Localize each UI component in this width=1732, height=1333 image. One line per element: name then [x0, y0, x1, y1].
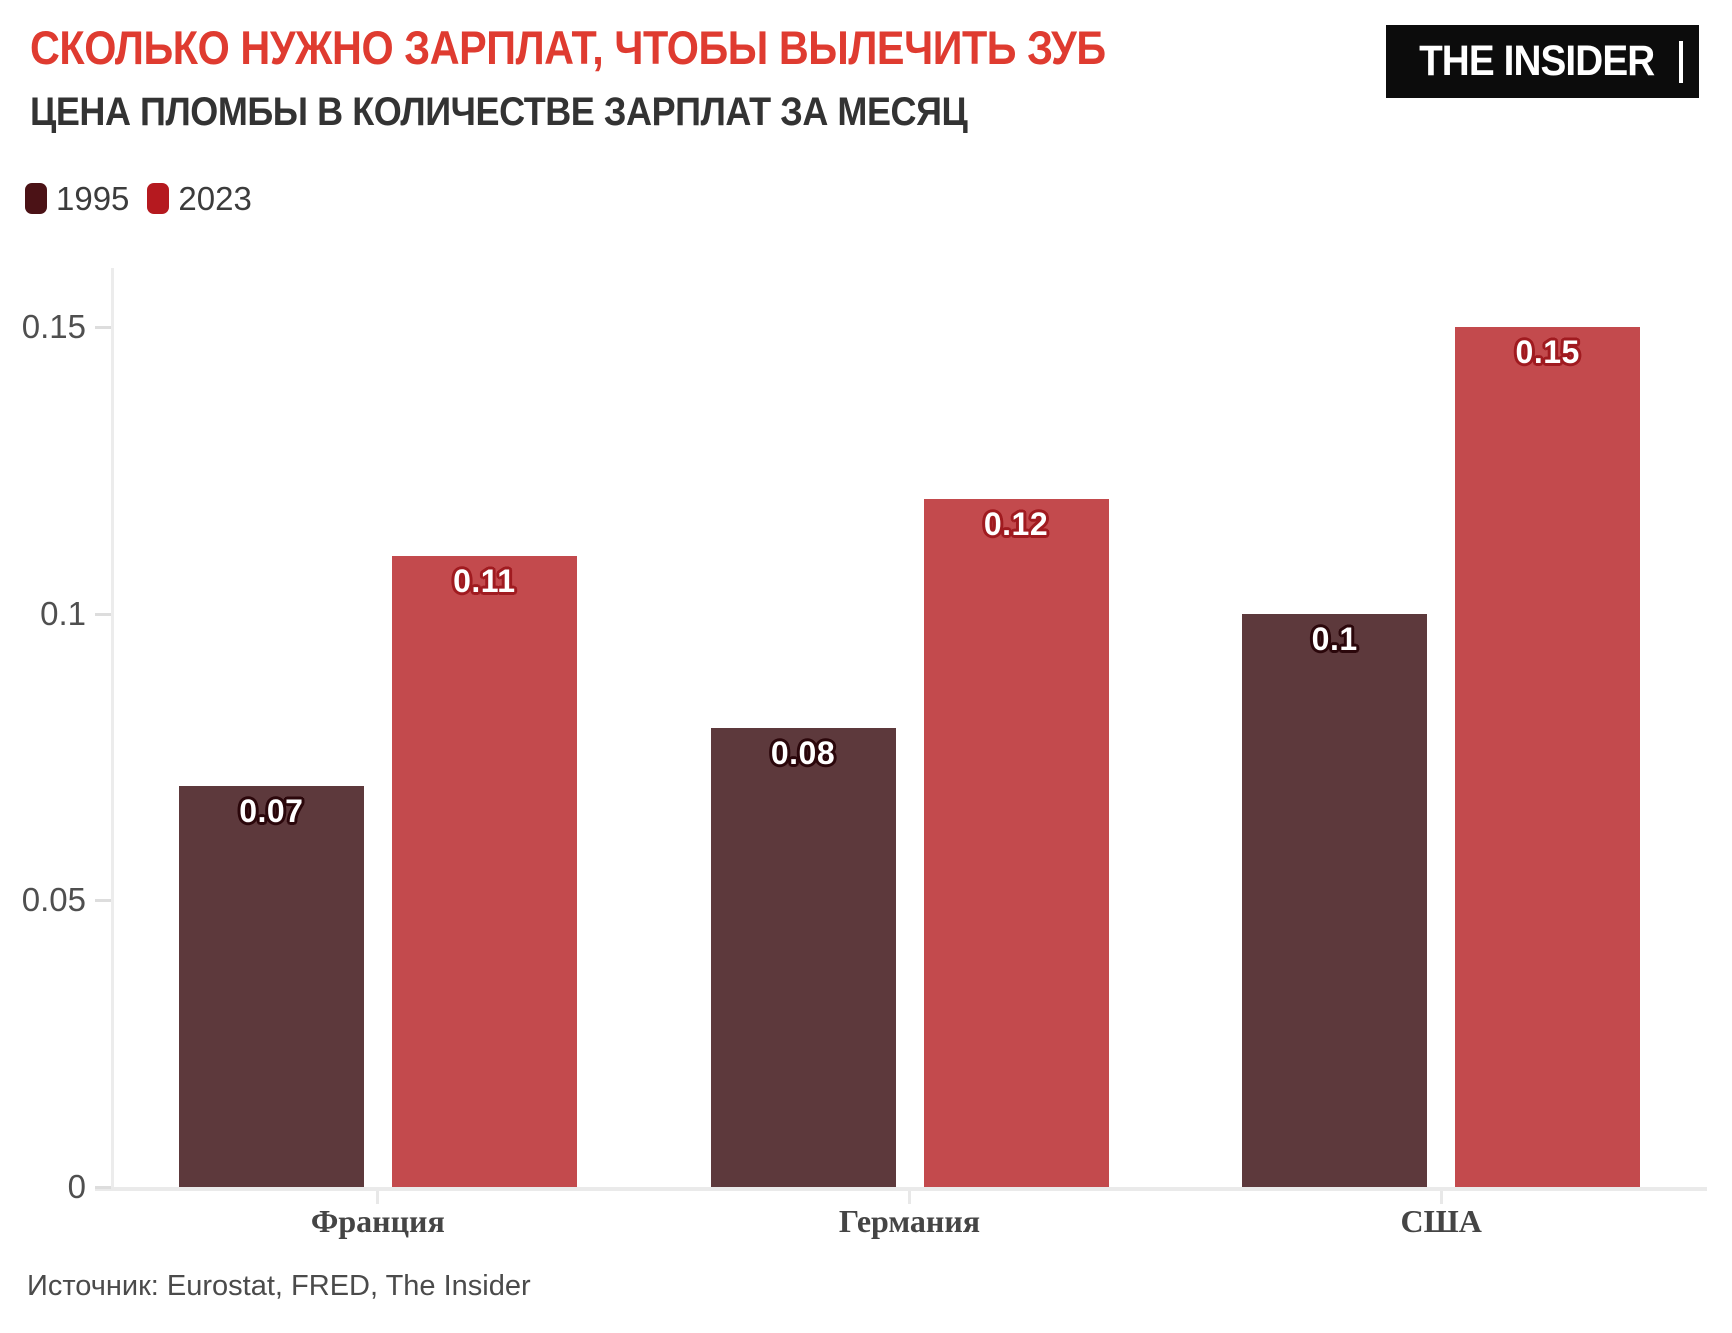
bar-Германия-1995 — [710, 728, 896, 1187]
legend: 1995 2023 — [25, 182, 252, 215]
x-axis-tick — [376, 1191, 380, 1204]
bar-value-label: 0.08 — [770, 735, 836, 772]
bar-США-1995 — [1242, 613, 1428, 1187]
y-axis-tick-label: 0 — [67, 1168, 86, 1205]
the-insider-logo: THE INSIDER — [1385, 25, 1699, 98]
source-note: Источник: Eurostat, FRED, The Insider — [27, 1270, 531, 1302]
y-axis-tick — [95, 1186, 111, 1189]
logo-text: THE INSIDER — [1418, 37, 1655, 85]
bar-Франция-1995 — [178, 785, 364, 1187]
x-axis-line — [95, 1187, 1707, 1191]
legend-item-2023: 2023 — [147, 180, 252, 217]
legend-swatch-1995 — [25, 183, 47, 214]
legend-swatch-2023 — [147, 183, 170, 214]
bar-value-label: 0.11 — [453, 563, 516, 600]
bar-Германия-2023 — [923, 499, 1109, 1187]
page-subtitle: ЦЕНА ПЛОМБЫ В КОЛИЧЕСТВЕ ЗАРПЛАТ ЗА МЕСЯ… — [30, 90, 968, 134]
legend-item-1995: 1995 — [25, 182, 129, 215]
y-axis-tick-label: 0.05 — [21, 881, 86, 919]
bar-value-label: 0.15 — [1515, 334, 1580, 370]
category-label: США — [1400, 1203, 1482, 1239]
x-axis-tick — [908, 1191, 911, 1204]
y-axis-tick-label: 0.15 — [21, 308, 86, 345]
logo-cursor-bar — [1679, 40, 1683, 83]
y-axis-tick-label: 0.1 — [40, 594, 86, 632]
x-axis-tick — [1439, 1191, 1443, 1204]
bar-США-2023 — [1455, 327, 1641, 1187]
legend-label-1995: 1995 — [56, 180, 130, 217]
category-label: Германия — [838, 1203, 981, 1239]
bar-value-label: 0.1 — [1311, 620, 1358, 657]
y-axis-line — [111, 268, 114, 1188]
y-axis-tick — [95, 899, 111, 903]
bar-value-label: 0.12 — [983, 506, 1049, 542]
bar-Франция-2023 — [391, 556, 577, 1187]
bar-value-label: 0.07 — [239, 792, 304, 829]
legend-label-2023: 2023 — [178, 180, 252, 217]
y-axis-tick — [95, 326, 111, 329]
y-axis-tick — [95, 612, 111, 616]
category-label: Франция — [310, 1203, 445, 1239]
page-title: СКОЛЬКО НУЖНО ЗАРПЛАТ, ЧТОБЫ ВЫЛЕЧИТЬ ЗУ… — [30, 21, 1106, 74]
